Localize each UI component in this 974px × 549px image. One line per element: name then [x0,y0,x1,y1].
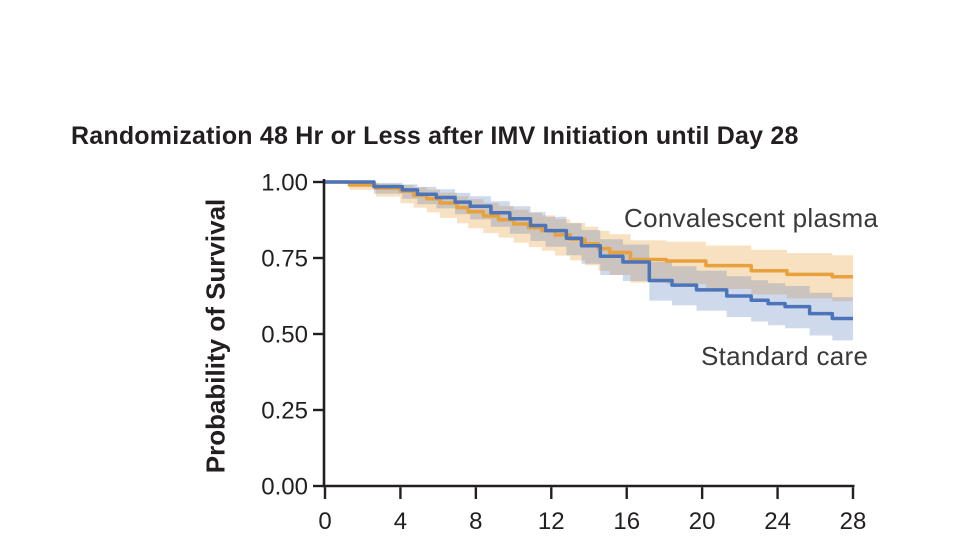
legend-label-standard-care: Standard care [701,341,869,371]
y-tick-label: 0.00 [261,474,308,501]
x-tick-label: 28 [840,508,867,535]
survival-curve-standard-care [325,180,853,321]
chart-title: Randomization 48 Hr or Less after IMV In… [71,122,799,150]
legend-label-convalescent-plasma: Convalescent plasma [624,203,879,233]
x-tick-label: 8 [469,508,482,535]
x-tick-label: 24 [764,508,791,535]
x-tick-label: 16 [613,508,640,535]
y-tick-label: 1.00 [261,170,308,197]
y-tick-label: 0.25 [261,398,308,425]
ci-band-standard-care [325,182,853,341]
y-tick-label: 0.50 [261,322,308,349]
x-tick-label: 12 [538,508,565,535]
ci-band-convalescent-plasma [325,182,853,302]
y-tick-label: 0.75 [261,246,308,273]
x-tick-label: 0 [318,508,331,535]
x-tick-label: 20 [689,508,716,535]
x-tick-label: 4 [394,508,407,535]
survival-curve-convalescent-plasma [325,180,853,279]
